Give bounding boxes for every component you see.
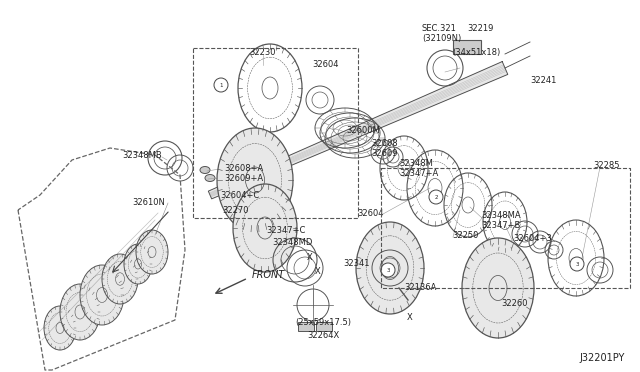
- Text: 32341: 32341: [344, 260, 370, 269]
- Circle shape: [214, 78, 228, 92]
- Text: 32136A: 32136A: [404, 283, 436, 292]
- Text: FRONT: FRONT: [252, 270, 285, 280]
- Text: 32250: 32250: [452, 231, 478, 240]
- Text: 32608: 32608: [371, 138, 397, 148]
- Text: X: X: [315, 267, 321, 276]
- Ellipse shape: [136, 230, 168, 274]
- Circle shape: [570, 257, 584, 271]
- Text: 32604+C: 32604+C: [220, 190, 259, 199]
- Text: 32264X: 32264X: [307, 330, 339, 340]
- Text: 32270: 32270: [223, 205, 249, 215]
- Circle shape: [381, 263, 395, 277]
- Text: 32610N: 32610N: [132, 198, 165, 206]
- Text: 32604: 32604: [358, 208, 384, 218]
- Text: 32347+B: 32347+B: [481, 221, 520, 230]
- Text: 32604+3: 32604+3: [513, 234, 552, 243]
- Text: 32219: 32219: [467, 23, 493, 32]
- Circle shape: [429, 190, 443, 204]
- Polygon shape: [209, 62, 508, 199]
- Bar: [453, 40, 481, 54]
- Text: X: X: [407, 312, 413, 321]
- Text: 32609+A: 32609+A: [224, 173, 263, 183]
- Text: 32600M: 32600M: [346, 125, 380, 135]
- Text: 32348M: 32348M: [399, 158, 433, 167]
- Text: 32241: 32241: [530, 76, 556, 84]
- Ellipse shape: [60, 284, 100, 340]
- Text: 32604: 32604: [312, 60, 339, 68]
- Text: 32348MA: 32348MA: [481, 211, 520, 219]
- Ellipse shape: [102, 254, 138, 304]
- Text: X: X: [307, 253, 313, 263]
- Text: 32347+C: 32347+C: [266, 225, 305, 234]
- Text: 32348MB: 32348MB: [122, 151, 162, 160]
- Text: 32347+A: 32347+A: [399, 169, 438, 177]
- Ellipse shape: [44, 306, 76, 350]
- Ellipse shape: [394, 281, 404, 289]
- Text: 32285: 32285: [593, 160, 620, 170]
- Text: 3: 3: [387, 267, 390, 273]
- Text: 32230: 32230: [250, 48, 276, 57]
- Ellipse shape: [217, 128, 293, 232]
- Text: 32348MD: 32348MD: [272, 237, 312, 247]
- Text: 32608+A: 32608+A: [224, 164, 263, 173]
- Ellipse shape: [205, 174, 215, 182]
- Text: 3: 3: [575, 262, 579, 266]
- Ellipse shape: [462, 238, 534, 338]
- Text: 32260: 32260: [501, 298, 527, 308]
- Text: 1: 1: [220, 83, 223, 87]
- Bar: [316, 322, 332, 331]
- Text: 2: 2: [435, 195, 438, 199]
- Text: (34x51x18): (34x51x18): [452, 48, 500, 57]
- Text: J32201PY: J32201PY: [580, 353, 625, 363]
- Text: 32609: 32609: [371, 148, 397, 157]
- Ellipse shape: [80, 265, 124, 325]
- Ellipse shape: [233, 184, 297, 272]
- Ellipse shape: [356, 222, 424, 314]
- Ellipse shape: [124, 244, 152, 284]
- Bar: [298, 322, 314, 331]
- Text: SEC.321: SEC.321: [422, 23, 457, 32]
- Text: (32109N): (32109N): [422, 33, 461, 42]
- Text: (25x59x17.5): (25x59x17.5): [295, 317, 351, 327]
- Ellipse shape: [200, 167, 210, 173]
